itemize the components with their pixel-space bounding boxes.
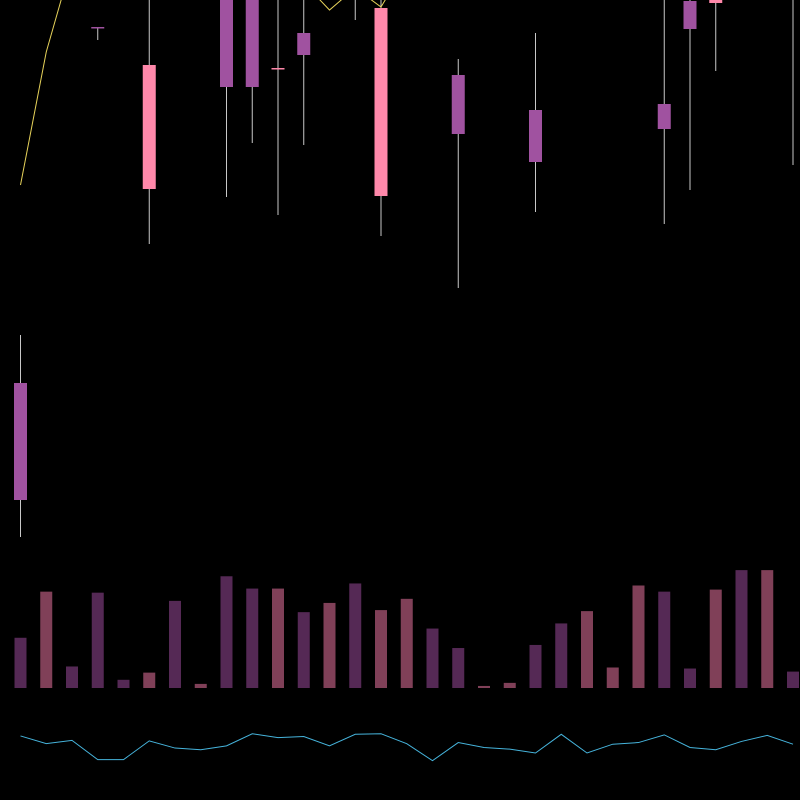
volume-bar (400, 598, 413, 688)
volume-bar (220, 576, 233, 688)
volume-panel (14, 570, 799, 688)
volume-bar (323, 602, 336, 688)
candle-body (271, 68, 285, 70)
volume-bar (194, 683, 207, 688)
volume-bar (246, 588, 259, 688)
volume-bar (297, 612, 310, 688)
volume-bar (503, 682, 516, 688)
candle-body (245, 0, 259, 87)
volume-bar (632, 585, 645, 688)
candle-body (709, 0, 723, 3)
indicator-line (20, 733, 794, 762)
volume-bar (66, 666, 78, 688)
volume-bar (709, 589, 722, 688)
volume-bar (14, 637, 27, 688)
volume-bar (169, 600, 181, 688)
volume-bar (606, 667, 619, 688)
volume-bar (581, 611, 593, 688)
volume-bar (684, 668, 696, 688)
volume-bar (555, 623, 568, 688)
volume-bar (349, 583, 362, 688)
volume-bar (529, 644, 542, 688)
candle-body (297, 33, 311, 55)
candle-body (374, 8, 388, 196)
volume-bar (117, 679, 130, 688)
volume-bar (375, 610, 387, 688)
volume-bar (40, 591, 53, 688)
candle-body (91, 27, 105, 29)
candle-body (220, 0, 233, 87)
indicator-panel (20, 733, 794, 762)
candle-body (14, 383, 27, 500)
price-panel (14, 0, 794, 537)
volume-bar (91, 592, 104, 688)
candle-body (529, 110, 542, 162)
volume-bar (452, 648, 465, 688)
volume-bar (761, 570, 774, 688)
volume-bar (658, 591, 671, 688)
candle-body (657, 104, 671, 129)
candle-body (683, 1, 697, 29)
volume-bar (426, 628, 439, 688)
volume-bar (143, 672, 156, 688)
candle-body (142, 65, 156, 189)
volume-bar (478, 685, 490, 688)
candle-body (451, 75, 465, 134)
volume-bar (272, 588, 284, 688)
volume-bar (735, 570, 748, 688)
volume-bar (787, 671, 799, 688)
